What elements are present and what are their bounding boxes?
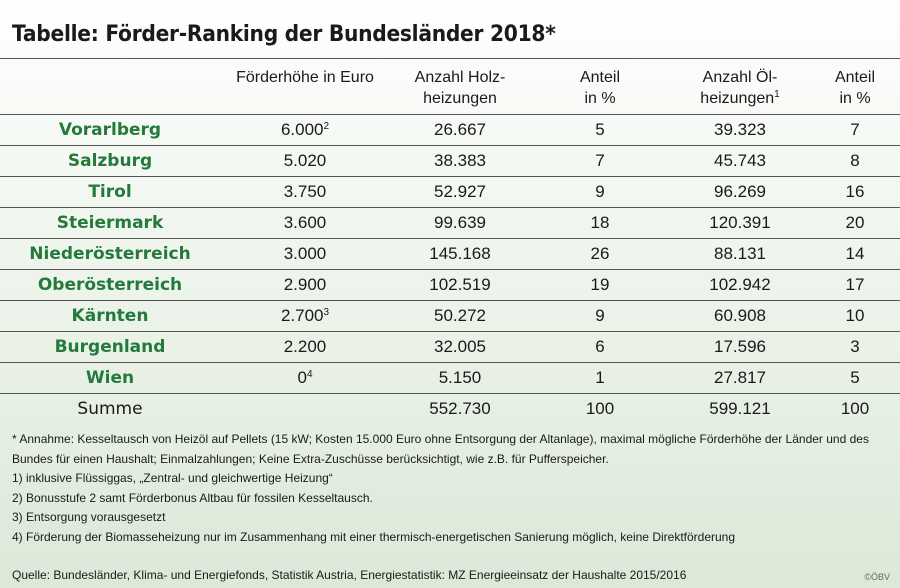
- table-row: Steiermark 3.600 99.639 18 120.391 20: [0, 208, 900, 239]
- holz-anteil-cell: 18: [590, 213, 610, 232]
- state-name: Vorarlberg: [58, 120, 162, 140]
- holz-anteil-cell: 19: [590, 275, 610, 294]
- column-header-holz: Anzahl Holz-heizungen: [414, 69, 506, 107]
- state-name: Oberösterreich: [37, 275, 183, 295]
- source-note: Quelle: Bundesländer, Klima- und Energie…: [12, 568, 687, 582]
- footnote-2: 2) Bonusstufe 2 samt Förderbonus Altbau …: [12, 490, 373, 505]
- table-row: Kärnten 2.7003 50.272 9 60.908 10: [0, 301, 900, 332]
- footnotes: * Annahme: Kesseltausch von Heizöl auf P…: [12, 430, 897, 586]
- ranking-table: Förderhöhe in Euro Anzahl Holz-heizungen…: [0, 58, 900, 425]
- holz-cell: 50.272: [434, 306, 486, 325]
- oel-anteil-cell: 14: [845, 244, 865, 263]
- state-name: Burgenland: [54, 337, 166, 357]
- foerderhoehe-cell: 2.7003: [280, 306, 330, 325]
- column-header-foerderhoehe: Förderhöhe in Euro: [236, 69, 374, 86]
- oel-cell: 27.817: [714, 368, 766, 387]
- table-row: Vorarlberg 6.0002 26.667 5 39.323 7: [0, 115, 900, 146]
- page-title: Tabelle: Förder-Ranking der Bundesländer…: [12, 22, 556, 47]
- holz-anteil-cell: 1: [595, 368, 605, 387]
- footnote-marker: 2: [323, 121, 330, 132]
- table-row: Salzburg 5.020 38.383 7 45.743 8: [0, 146, 900, 177]
- holz-cell: 26.667: [434, 120, 486, 139]
- table-header-row: Förderhöhe in Euro Anzahl Holz-heizungen…: [0, 58, 900, 115]
- table-row: Tirol 3.750 52.927 9 96.269 16: [0, 177, 900, 208]
- foerderhoehe-cell: 04: [297, 368, 313, 387]
- oel-cell: 60.908: [714, 306, 766, 325]
- foerderhoehe-cell: 3.000: [283, 244, 327, 263]
- column-header-state: [0, 59, 220, 115]
- oel-cell: 96.269: [714, 182, 766, 201]
- oel-anteil-cell: 10: [845, 306, 865, 325]
- oel-cell: 599.121: [709, 399, 771, 419]
- oel-anteil-cell: 5: [850, 368, 860, 387]
- holz-anteil-cell: 9: [595, 306, 605, 325]
- state-name: Steiermark: [56, 213, 164, 233]
- column-header-holz-anteil: Anteil in %: [579, 69, 621, 107]
- footnote-1: 1) inklusive Flüssiggas, „Zentral- und g…: [12, 471, 333, 485]
- oel-anteil-cell: 8: [850, 151, 860, 170]
- state-name: Tirol: [88, 182, 132, 202]
- table-row: Wien 04 5.150 1 27.817 5: [0, 363, 900, 394]
- oel-anteil-cell: 100: [840, 399, 870, 419]
- foerderhoehe-cell: 3.750: [283, 182, 327, 201]
- holz-anteil-cell: 9: [595, 182, 605, 201]
- table-row: Niederösterreich 3.000 145.168 26 88.131 14: [0, 239, 900, 270]
- holz-cell: 32.005: [434, 337, 486, 356]
- holz-cell: 38.383: [434, 151, 486, 170]
- holz-cell: 5.150: [438, 368, 482, 387]
- state-name: Salzburg: [67, 151, 153, 171]
- foerderhoehe-cell: 2.900: [283, 275, 327, 294]
- holz-anteil-cell: 5: [595, 120, 605, 139]
- oel-anteil-cell: 20: [845, 213, 865, 232]
- holz-cell: 552.730: [429, 399, 491, 419]
- oel-cell: 120.391: [709, 213, 771, 232]
- oel-cell: 17.596: [714, 337, 766, 356]
- state-name: Summe: [77, 399, 143, 420]
- foerderhoehe-cell: 2.200: [283, 337, 327, 356]
- holz-cell: 102.519: [429, 275, 491, 294]
- holz-cell: 99.639: [434, 213, 486, 232]
- table-row: Oberösterreich 2.900 102.519 19 102.942 17: [0, 270, 900, 301]
- foerderhoehe-cell: 3.600: [283, 213, 327, 232]
- oel-cell: 102.942: [709, 275, 771, 294]
- holz-cell: 52.927: [434, 182, 486, 201]
- oel-anteil-cell: 7: [850, 120, 860, 139]
- column-header-oel-anteil: Anteil in %: [834, 69, 876, 107]
- oel-anteil-cell: 17: [845, 275, 865, 294]
- oel-anteil-cell: 3: [850, 337, 860, 356]
- footnote-assumption: * Annahme: Kesseltausch von Heizöl auf P…: [12, 432, 869, 466]
- holz-anteil-cell: 7: [595, 151, 605, 170]
- foerderhoehe-cell: 5.020: [283, 151, 327, 170]
- oel-cell: 45.743: [714, 151, 766, 170]
- table-row: Burgenland 2.200 32.005 6 17.596 3: [0, 332, 900, 363]
- footnote-4: 4) Förderung der Biomasseheizung nur im …: [12, 529, 736, 544]
- foerderhoehe-cell: 6.0002: [280, 120, 330, 139]
- sum-row: Summe 552.730 100 599.121 100: [0, 394, 900, 425]
- oel-anteil-cell: 16: [845, 182, 865, 201]
- state-name: Niederösterreich: [29, 244, 191, 264]
- oel-cell: 39.323: [714, 120, 766, 139]
- column-header-oel: Anzahl Öl-heizungen1: [700, 69, 780, 107]
- holz-cell: 145.168: [429, 244, 491, 263]
- oel-cell: 88.131: [714, 244, 766, 263]
- holz-anteil-cell: 6: [595, 337, 605, 356]
- foerderhoehe-cell: [220, 394, 390, 425]
- holz-anteil-cell: 100: [585, 399, 615, 419]
- state-name: Wien: [85, 368, 135, 388]
- footnote-marker: 3: [323, 307, 330, 318]
- footnote-marker: 4: [306, 369, 313, 380]
- footnote-3: 3) Entsorgung vorausgesetzt: [12, 510, 166, 524]
- credit-watermark: ©ÖBV: [864, 572, 890, 582]
- holz-anteil-cell: 26: [590, 244, 610, 263]
- state-name: Kärnten: [71, 306, 149, 326]
